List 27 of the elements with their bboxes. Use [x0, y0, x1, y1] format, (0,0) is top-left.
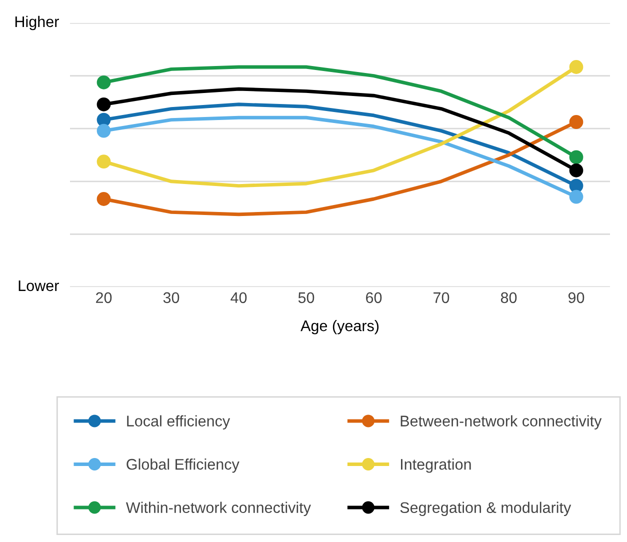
point	[569, 163, 584, 178]
point	[569, 150, 584, 164]
point	[569, 115, 584, 129]
x-axis-title: Age (years)	[300, 320, 379, 334]
x-tick-label: 30	[163, 292, 180, 304]
legend-label: Global Efficiency	[126, 458, 240, 473]
x-tick-label: 50	[298, 292, 314, 304]
point	[96, 154, 111, 169]
x-tick-label: 20	[96, 292, 112, 304]
point	[569, 60, 584, 74]
x-tick-label: 40	[230, 292, 247, 304]
legend-label: Between-network connectivity	[400, 415, 602, 430]
text: Lower	[18, 280, 59, 292]
point	[569, 190, 584, 204]
legend-label: Integration	[401, 458, 471, 473]
legend-label: Local efficiency	[127, 415, 230, 430]
x-tick-label: 70	[434, 292, 450, 304]
point	[96, 192, 111, 206]
legend-label: Segregation & modularity	[400, 502, 572, 516]
x-tick-label: 80	[500, 292, 517, 304]
x-tick-label: 60	[366, 292, 382, 304]
point	[96, 124, 111, 138]
legend-label: Within-network connectivity	[126, 502, 311, 516]
point	[96, 97, 111, 112]
point	[96, 75, 111, 90]
text: Higher	[15, 16, 59, 30]
x-tick-label: 90	[568, 292, 584, 304]
